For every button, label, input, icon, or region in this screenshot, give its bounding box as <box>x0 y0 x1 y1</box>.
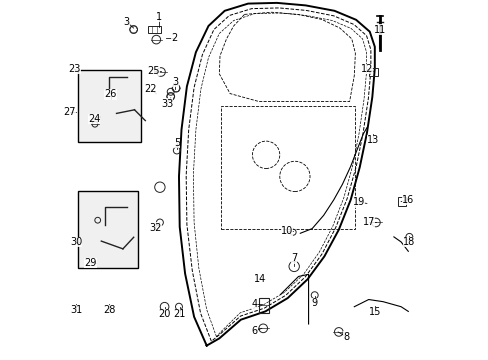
Text: 28: 28 <box>103 305 116 315</box>
Bar <box>368 68 377 76</box>
Text: 23: 23 <box>68 64 81 74</box>
Text: 32: 32 <box>149 222 161 233</box>
Text: 15: 15 <box>368 307 380 318</box>
Bar <box>221 106 354 229</box>
Text: 30: 30 <box>70 237 82 247</box>
Text: 13: 13 <box>366 135 379 145</box>
Text: 33: 33 <box>161 99 173 109</box>
Text: 26: 26 <box>104 89 117 99</box>
Text: 10: 10 <box>280 226 292 237</box>
Text: 24: 24 <box>88 114 100 124</box>
Text: 9: 9 <box>311 298 317 308</box>
Text: 18: 18 <box>403 237 415 247</box>
Text: 16: 16 <box>401 195 413 205</box>
Text: 31: 31 <box>70 305 82 315</box>
Text: 19: 19 <box>352 197 365 207</box>
Bar <box>397 197 406 206</box>
Text: 20: 20 <box>158 309 170 319</box>
Text: 3: 3 <box>172 77 178 87</box>
Text: 11: 11 <box>373 24 385 35</box>
Text: 22: 22 <box>144 84 157 94</box>
Text: 3: 3 <box>123 17 129 27</box>
Text: 12: 12 <box>360 64 372 74</box>
Text: 2: 2 <box>171 33 177 43</box>
Text: 7: 7 <box>290 253 297 264</box>
Text: 4: 4 <box>251 299 257 309</box>
Text: 17: 17 <box>362 217 374 228</box>
Bar <box>259 297 269 313</box>
Text: 14: 14 <box>253 274 265 284</box>
Text: 6: 6 <box>251 326 257 336</box>
Bar <box>78 70 141 142</box>
Bar <box>148 26 161 33</box>
Text: 29: 29 <box>84 258 97 268</box>
Text: 1: 1 <box>156 12 162 22</box>
Text: 27: 27 <box>63 107 76 117</box>
Text: 5: 5 <box>173 138 180 148</box>
Bar <box>78 191 137 268</box>
Text: 21: 21 <box>173 309 185 319</box>
Text: 25: 25 <box>147 66 160 76</box>
Text: 8: 8 <box>342 332 348 342</box>
